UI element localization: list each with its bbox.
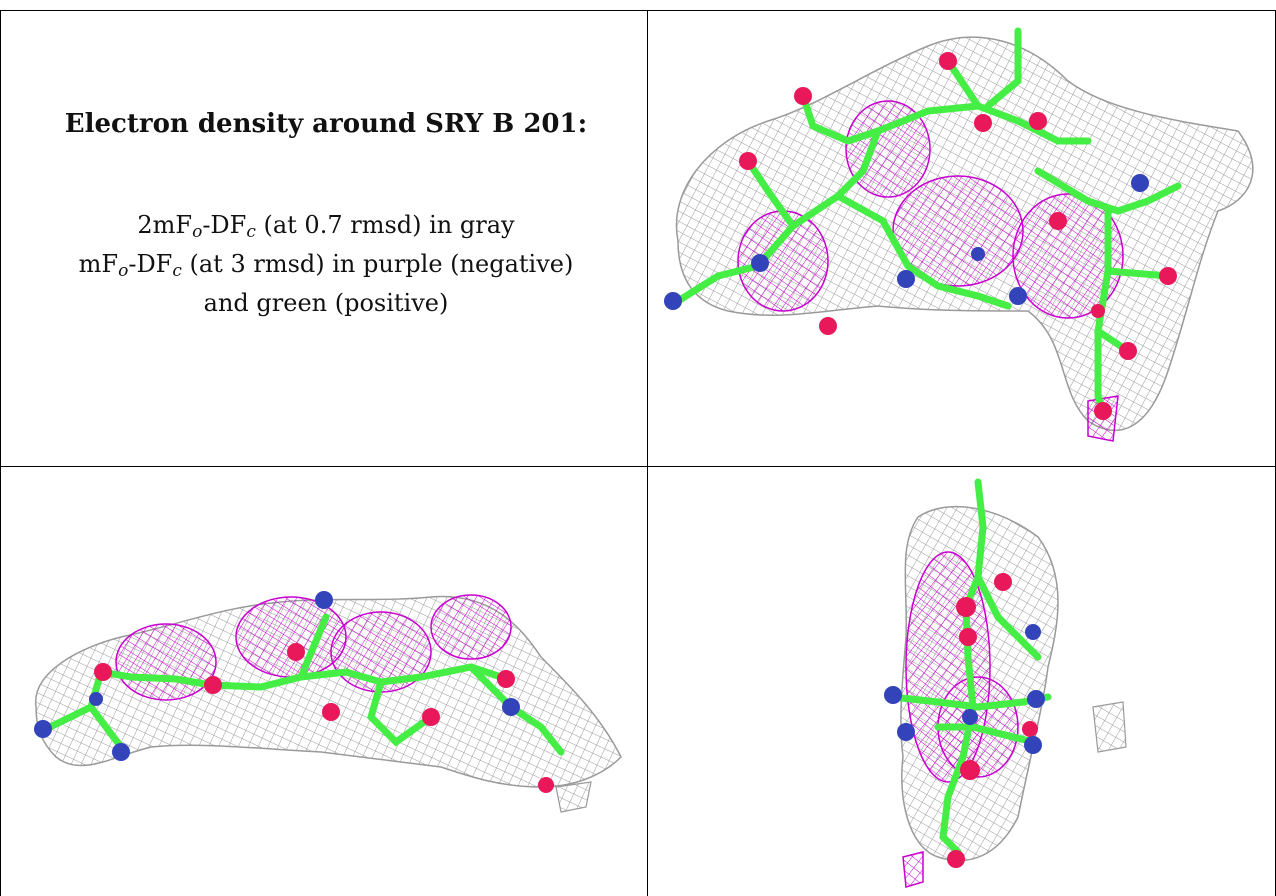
- molecule-sticks: [42, 613, 565, 756]
- figure-description: 2mFo-DFc (at 0.7 rmsd) in gray mFo-DFc (…: [21, 209, 631, 319]
- oxygen-atoms: [739, 52, 1177, 420]
- border-middle: [647, 10, 648, 896]
- caption-cell: Electron density around SRY B 201: 2mFo-…: [1, 11, 647, 466]
- description-line-1: 2mFo-DFc (at 0.7 rmsd) in gray: [137, 211, 515, 242]
- purple-mesh: [737, 100, 1124, 442]
- oxygen-atoms: [94, 643, 554, 793]
- border-row-divider: [0, 466, 1276, 467]
- description-line-2: mFo-DFc (at 3 rmsd) in purple (negative): [78, 250, 574, 281]
- density-view-bottom-right: [648, 467, 1275, 896]
- density-view-top-right: [648, 11, 1275, 466]
- border-top: [0, 10, 1276, 11]
- nitrogen-atoms: [34, 591, 520, 761]
- oxygen-atoms: [947, 573, 1038, 868]
- description-line-3: and green (positive): [203, 289, 449, 317]
- nitrogen-atoms: [884, 624, 1045, 754]
- border-left: [0, 10, 1, 896]
- molecule-sticks: [674, 27, 1182, 415]
- figure-title: Electron density around SRY B 201:: [64, 109, 588, 139]
- density-view-bottom-left: [1, 467, 647, 896]
- nitrogen-atoms: [664, 174, 1149, 310]
